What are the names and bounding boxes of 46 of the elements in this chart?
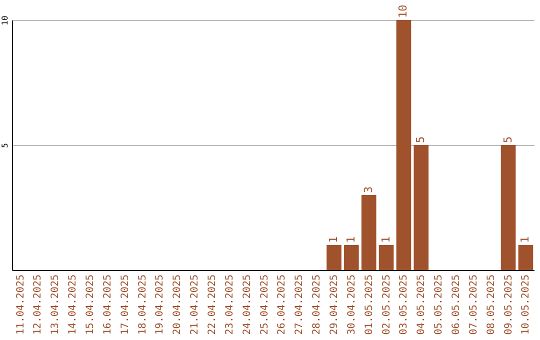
x-tick-label: 13.04.2025: [50, 274, 62, 335]
x-tick-label: 23.04.2025: [224, 274, 236, 335]
bar: [361, 195, 376, 270]
x-tick-label: 01.05.2025: [364, 274, 375, 335]
bar: [378, 245, 394, 270]
x-tick-label: 14.04.2025: [68, 274, 79, 335]
x-tick-label: 15.04.2025: [84, 274, 96, 335]
x-tick-label: 08.05.2025: [486, 274, 497, 335]
x-tick-label: 11.04.2025: [15, 274, 26, 335]
x-tick-label: 28.04.2025: [312, 274, 323, 335]
data-label: 3: [362, 186, 375, 193]
x-tick-label: 26.04.2025: [276, 274, 288, 335]
bar: [344, 245, 359, 270]
data-label: 5: [501, 136, 514, 143]
x-tick-label: 07.05.2025: [468, 274, 480, 335]
x-tick-label: 24.04.2025: [242, 274, 253, 335]
data-label: 1: [379, 236, 392, 243]
x-tick-label: 18.04.2025: [137, 274, 148, 335]
x-tick-label: 30.04.2025: [346, 274, 358, 335]
data-label: 5: [414, 136, 428, 143]
x-tick-label: 25.04.2025: [259, 274, 270, 335]
bar: [326, 245, 342, 270]
bar: [414, 145, 429, 270]
x-tick-label: 29.04.2025: [329, 274, 340, 335]
x-tick-label: 04.05.2025: [416, 274, 428, 335]
x-tick-label: 16.04.2025: [102, 274, 114, 335]
x-tick-label: 06.05.2025: [451, 274, 462, 335]
bar: [500, 145, 516, 270]
data-label: 1: [518, 236, 532, 243]
x-tick-label: 10.05.2025: [520, 274, 532, 335]
x-tick-label: 17.04.2025: [120, 274, 131, 335]
data-label: 1: [327, 236, 340, 243]
x-tick-label: 02.05.2025: [381, 274, 392, 335]
x-tick-label: 03.05.2025: [398, 274, 410, 335]
x-tick-label: 27.04.2025: [294, 274, 306, 335]
x-tick-label: 21.04.2025: [190, 274, 201, 335]
x-tick-label: 09.05.2025: [503, 274, 514, 335]
x-tick-label: 20.04.2025: [172, 274, 184, 335]
x-tick-label: 12.04.2025: [32, 274, 44, 335]
data-label: 1: [344, 236, 358, 243]
x-tick-label: 05.05.2025: [434, 274, 445, 335]
bar: [396, 20, 412, 270]
bar: [518, 245, 534, 270]
x-tick-label: 22.04.2025: [207, 274, 218, 335]
data-label: 10: [396, 4, 410, 18]
x-tick-label: 19.04.2025: [154, 274, 166, 335]
